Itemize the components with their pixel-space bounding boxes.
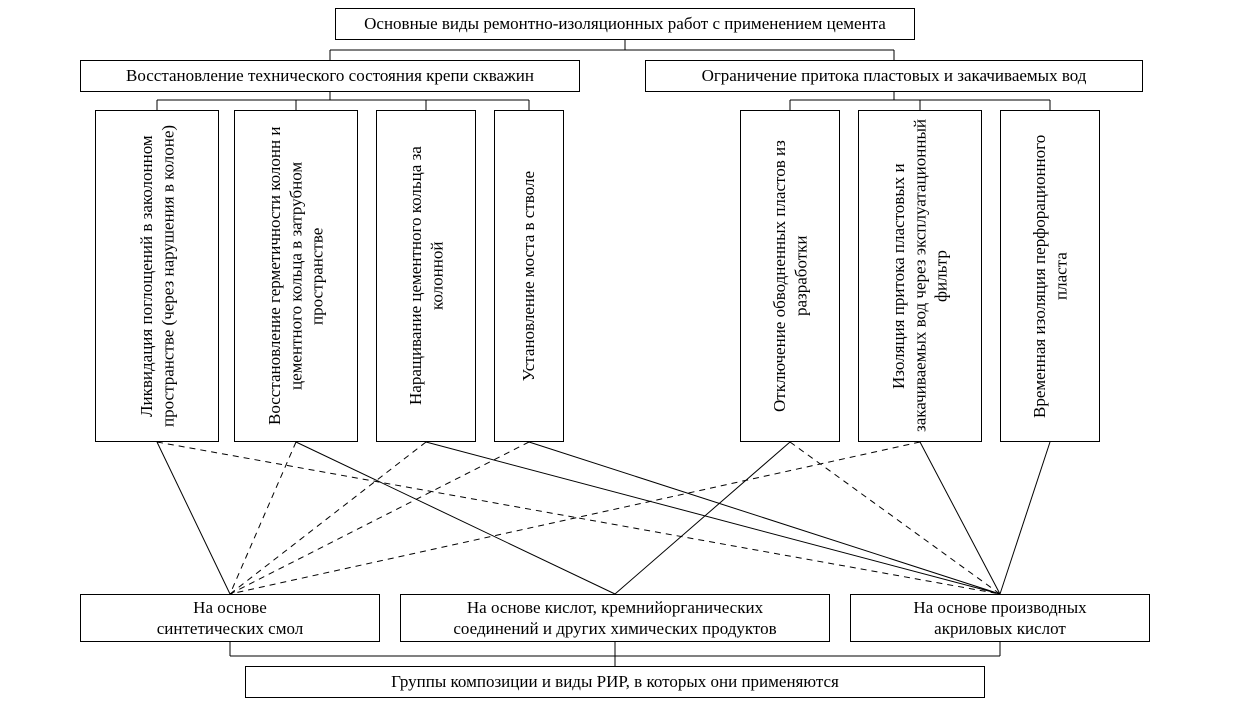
right-branch-label: Ограничение притока пластовых и закачива… — [702, 65, 1087, 86]
root-label: Основные виды ремонтно-изоляционных рабо… — [364, 13, 886, 34]
leaf-l3: Наращивание цементного кольца за колонно… — [376, 110, 476, 442]
comp-b3: На основе производных акриловых кислот — [850, 594, 1150, 642]
leaf-r1-label: Отключение обводненных пластов из разраб… — [769, 119, 812, 433]
leaf-r2-label: Изоляция притока пластовых и закачиваемы… — [888, 119, 952, 433]
leaf-l2-label: Восстановление герметичности колонн и це… — [264, 119, 328, 433]
leaf-l3-label: Наращивание цементного кольца за колонно… — [405, 119, 448, 433]
right-branch: Ограничение притока пластовых и закачива… — [645, 60, 1143, 92]
comp-b2: На основе кислот, кремнийорганических со… — [400, 594, 830, 642]
leaf-r2: Изоляция притока пластовых и закачиваемы… — [858, 110, 982, 442]
leaf-r1: Отключение обводненных пластов из разраб… — [740, 110, 840, 442]
bottom-label: Группы композиции и виды РИР, в которых … — [391, 671, 839, 692]
comp-b1: На основе синтетических смол — [80, 594, 380, 642]
leaf-r3-label: Временная изоляция перфорационного пласт… — [1029, 119, 1072, 433]
left-branch-label: Восстановление технического состояния кр… — [126, 65, 534, 86]
leaf-l2: Восстановление герметичности колонн и це… — [234, 110, 358, 442]
leaf-l4-label: Установление моста в стволе — [518, 171, 539, 381]
leaf-l4: Установление моста в стволе — [494, 110, 564, 442]
comp-b1-label: На основе синтетических смол — [157, 597, 303, 640]
dashed-connectors — [157, 442, 1000, 594]
bottom-node: Группы композиции и виды РИР, в которых … — [245, 666, 985, 698]
comp-b3-label: На основе производных акриловых кислот — [913, 597, 1086, 640]
comp-b2-label: На основе кислот, кремнийорганических со… — [453, 597, 776, 640]
leaf-r3: Временная изоляция перфорационного пласт… — [1000, 110, 1100, 442]
left-branch: Восстановление технического состояния кр… — [80, 60, 580, 92]
leaf-l1: Ликвидация поглощений в заколонном прост… — [95, 110, 219, 442]
leaf-l1-label: Ликвидация поглощений в заколонном прост… — [136, 119, 179, 433]
root-node: Основные виды ремонтно-изоляционных рабо… — [335, 8, 915, 40]
